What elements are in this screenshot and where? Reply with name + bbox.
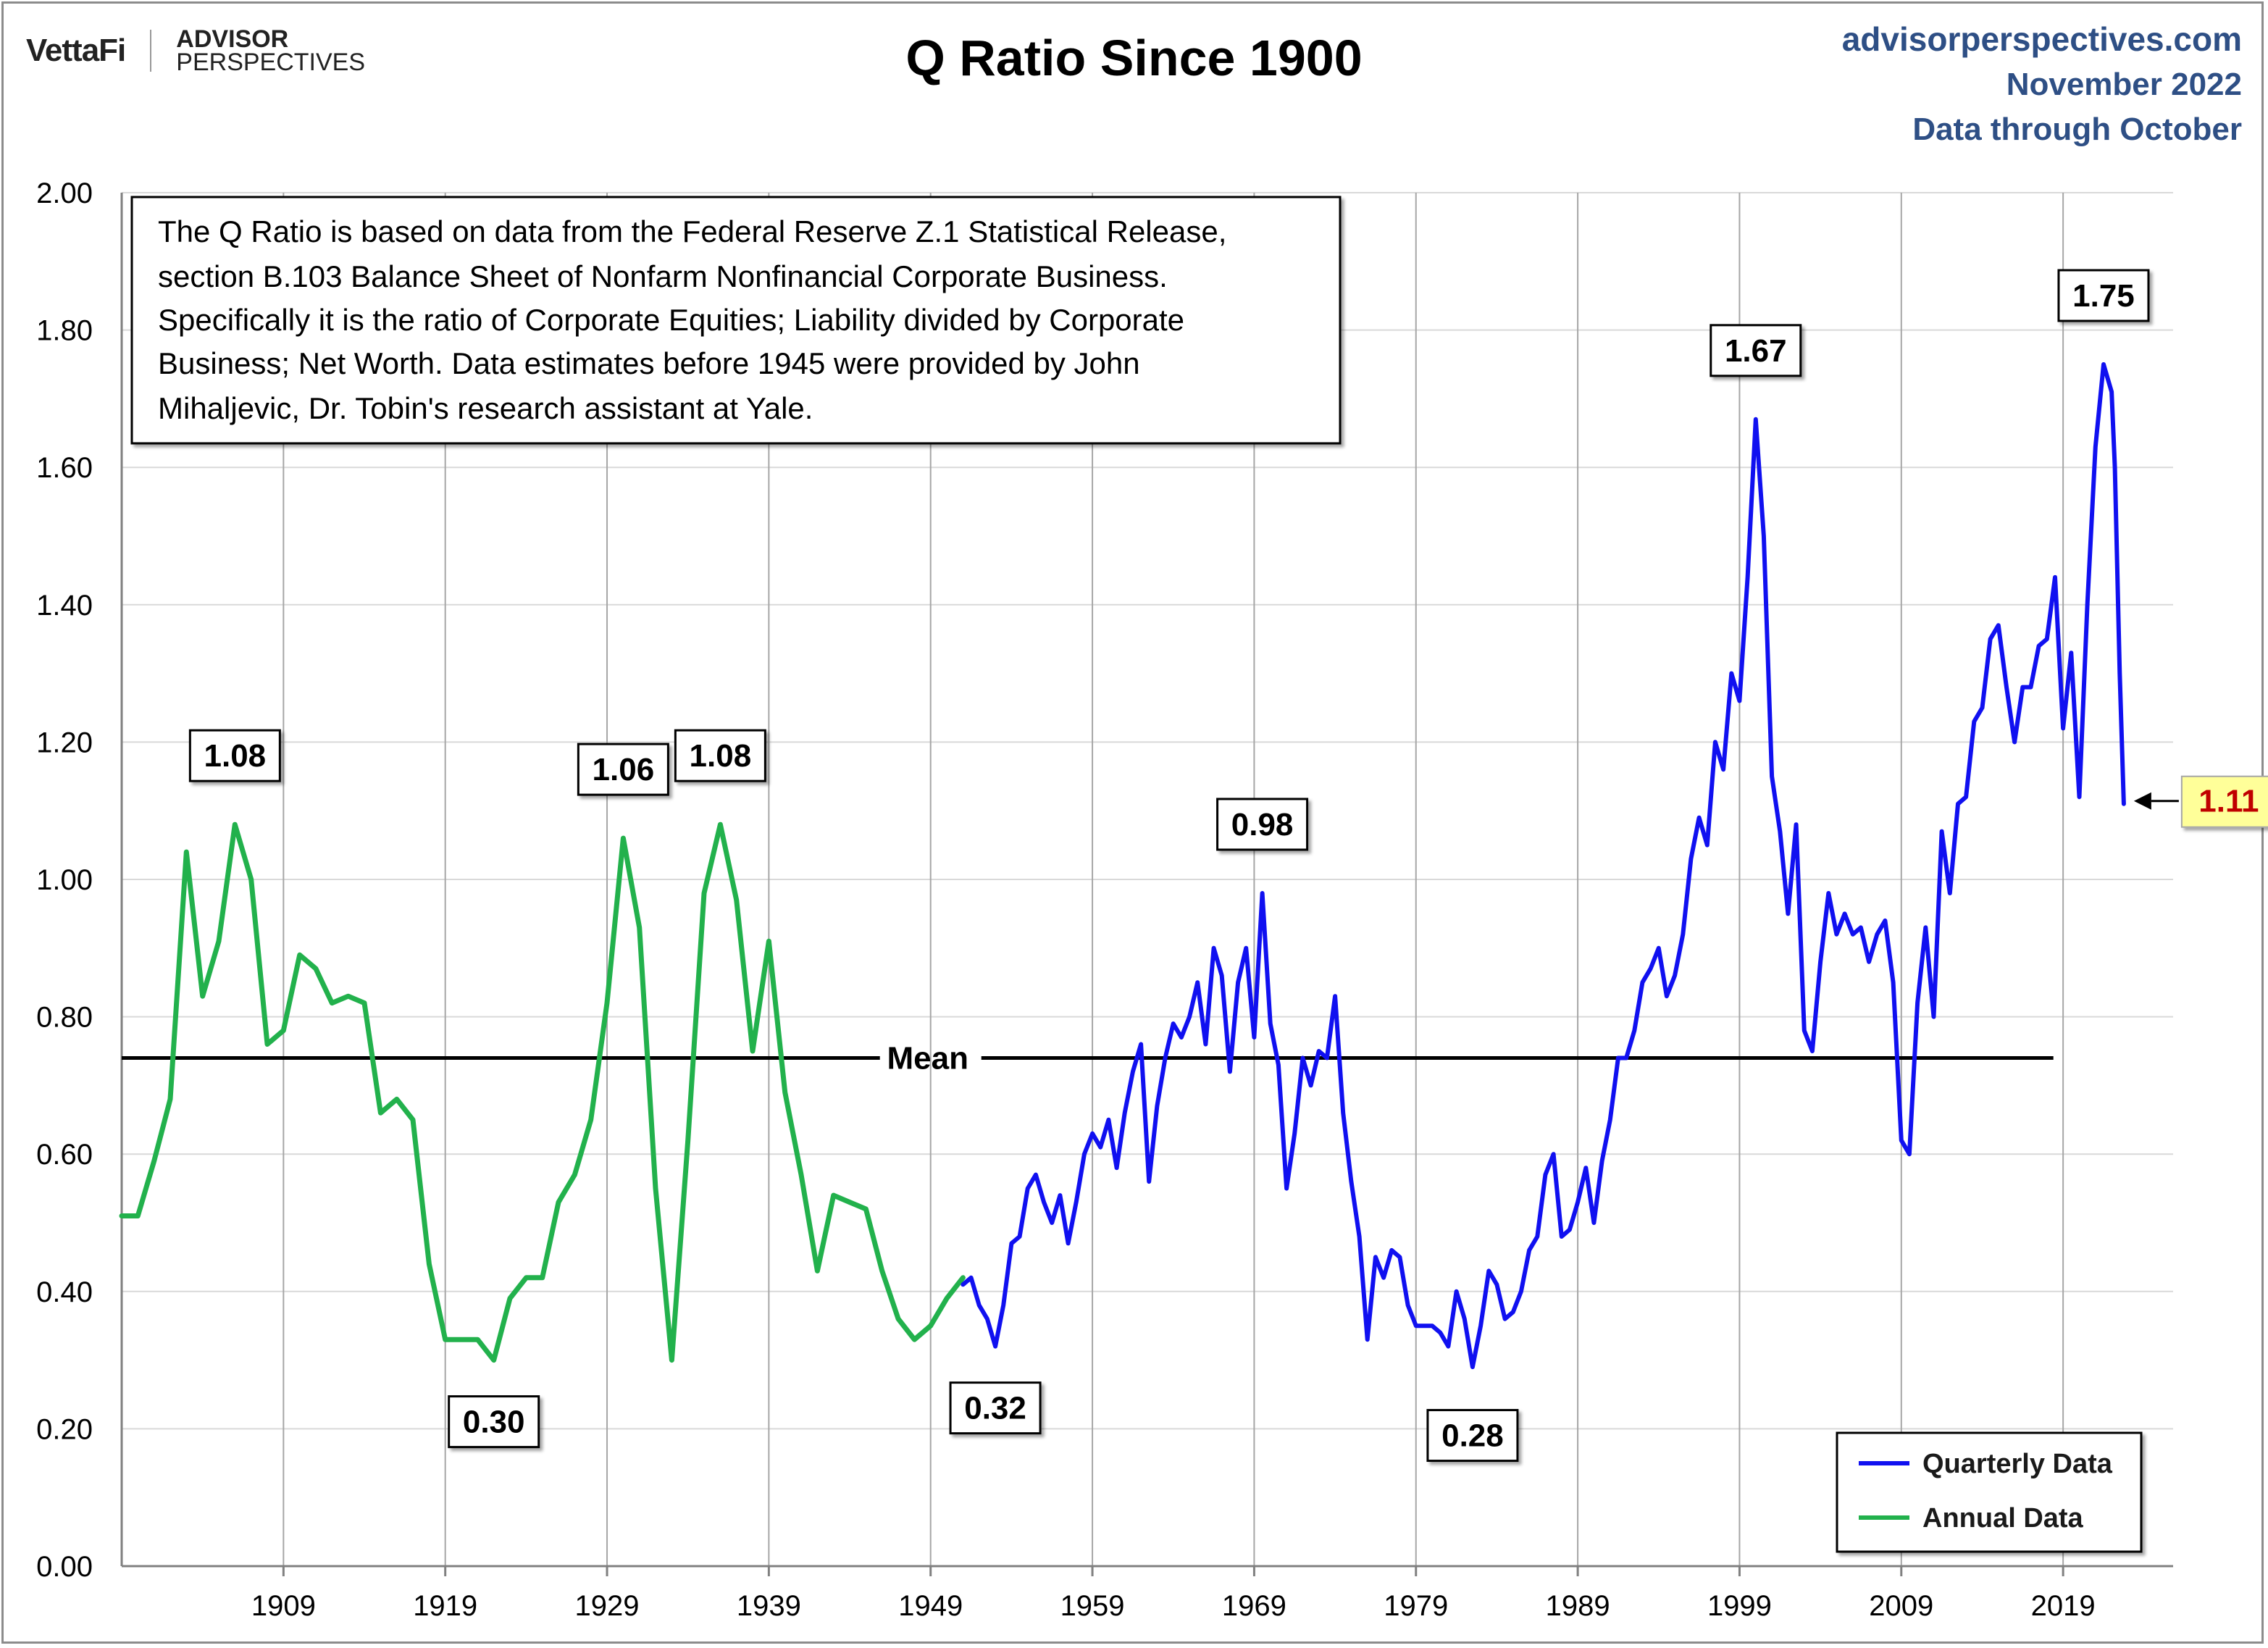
last-value-arrowhead	[2133, 792, 2151, 810]
note-line-2: section B.103 Balance Sheet of Nonfarm N…	[158, 259, 1168, 293]
annotation-box	[2057, 269, 2150, 322]
source-block: advisorperspectives.com November 2022 Da…	[1842, 16, 2242, 152]
annotation-label: 0.32	[964, 1391, 1026, 1426]
y-tick-label: 0.60	[36, 1139, 93, 1171]
x-tick-label: 2019	[2031, 1590, 2096, 1622]
legend-annual-label: Annual Data	[1922, 1503, 2084, 1534]
legend-quarterly-label: Quarterly Data	[1922, 1449, 2113, 1479]
y-tick-label: 1.40	[36, 590, 93, 622]
annotation-box	[1710, 324, 1802, 377]
x-tick-label: 1919	[413, 1590, 477, 1622]
brand-logo: VettaFi ADVISOR PERSPECTIVES	[26, 25, 366, 76]
x-tick-label: 1949	[898, 1590, 963, 1622]
x-tick-label: 2009	[1869, 1590, 1933, 1622]
y-tick-label: 0.00	[36, 1551, 93, 1583]
y-tick-label: 1.60	[36, 452, 93, 484]
source-date: November 2022	[2006, 67, 2242, 102]
annotation-label: 0.28	[1441, 1418, 1504, 1454]
y-tick-label: 1.20	[36, 727, 93, 758]
y-tick-label: 0.40	[36, 1276, 93, 1308]
advisor-perspectives-logo: ADVISOR PERSPECTIVES	[176, 25, 366, 76]
series-lines	[119, 362, 2126, 1370]
annotation-label: 1.08	[690, 738, 752, 774]
note-line-4: Business; Net Worth. Data estimates befo…	[158, 346, 1140, 380]
source-note: Data through October	[1912, 112, 2242, 147]
annotation-box	[188, 729, 281, 782]
annotation-box	[674, 729, 766, 782]
last-value-callout: 1.11	[2133, 775, 2268, 828]
x-tick-label: 1929	[575, 1590, 640, 1622]
note-line-3: Specifically it is the ratio of Corporat…	[158, 303, 1184, 337]
x-axis-ticks: 1909 1919 1929 1939 1949 1959 1969 1979 1989 1999…	[251, 1566, 2096, 1622]
last-value-label: 1.11	[2198, 784, 2259, 819]
logo-perspectives: PERSPECTIVES	[176, 49, 366, 76]
mean-label: Mean	[887, 1040, 968, 1076]
quarterly-data-line	[961, 362, 2126, 1370]
annotation-box	[448, 1395, 540, 1449]
annotation-label: 0.30	[463, 1405, 525, 1440]
legend: Quarterly Data Annual Data	[1836, 1431, 2143, 1553]
x-tick-label: 1969	[1222, 1590, 1286, 1622]
annotation-box	[1216, 798, 1309, 851]
annotation-label: 1.75	[2072, 278, 2135, 314]
note-line-5: Mihaljevic, Dr. Tobin's research assista…	[158, 391, 813, 425]
mean-line: Mean	[122, 1040, 2054, 1076]
y-axis-ticks: 0.00 0.20 0.40 0.60 0.80 1.00 1.20 1.40 1.60 1.80…	[36, 177, 93, 1583]
x-tick-label: 1999	[1707, 1590, 1772, 1622]
annotation-box	[577, 743, 669, 796]
x-tick-label: 1959	[1060, 1590, 1125, 1622]
x-tick-label: 1989	[1546, 1590, 1610, 1622]
axes	[120, 193, 2173, 1568]
x-tick-label: 1909	[251, 1590, 316, 1622]
logo-advisor: ADVISOR	[176, 25, 289, 53]
annotation-label: 1.67	[1725, 333, 1787, 369]
last-value-box	[2180, 775, 2268, 828]
annotation-label: 1.06	[593, 752, 655, 787]
description-box-bg	[130, 196, 1342, 445]
value-annotations: 1.08 0.30 1.06 1.08 0.32 0.98 0.28 1.67 1.75	[188, 269, 2150, 1463]
annotation-box	[949, 1381, 1042, 1435]
y-tick-label: 2.00	[36, 177, 93, 209]
annotation-box	[1426, 1409, 1519, 1463]
y-tick-label: 1.80	[36, 315, 93, 347]
vettafi-logo: VettaFi	[26, 33, 126, 68]
annual-data-line	[119, 821, 966, 1363]
x-tick-label: 1979	[1384, 1590, 1448, 1622]
y-tick-label: 0.80	[36, 1002, 93, 1034]
y-tick-label: 0.20	[36, 1413, 93, 1445]
note-line-1: The Q Ratio is based on data from the Fe…	[158, 214, 1226, 248]
y-tick-label: 1.00	[36, 864, 93, 896]
chart-title: Q Ratio Since 1900	[905, 30, 1363, 86]
source-site: advisorperspectives.com	[1841, 20, 2242, 58]
description-box: The Q Ratio is based on data from the Fe…	[130, 196, 1342, 445]
annotation-label: 0.98	[1231, 807, 1294, 842]
legend-box	[1836, 1431, 2143, 1553]
annotation-label: 1.08	[204, 738, 267, 774]
logo-divider	[150, 30, 152, 72]
x-tick-label: 1939	[737, 1590, 801, 1622]
